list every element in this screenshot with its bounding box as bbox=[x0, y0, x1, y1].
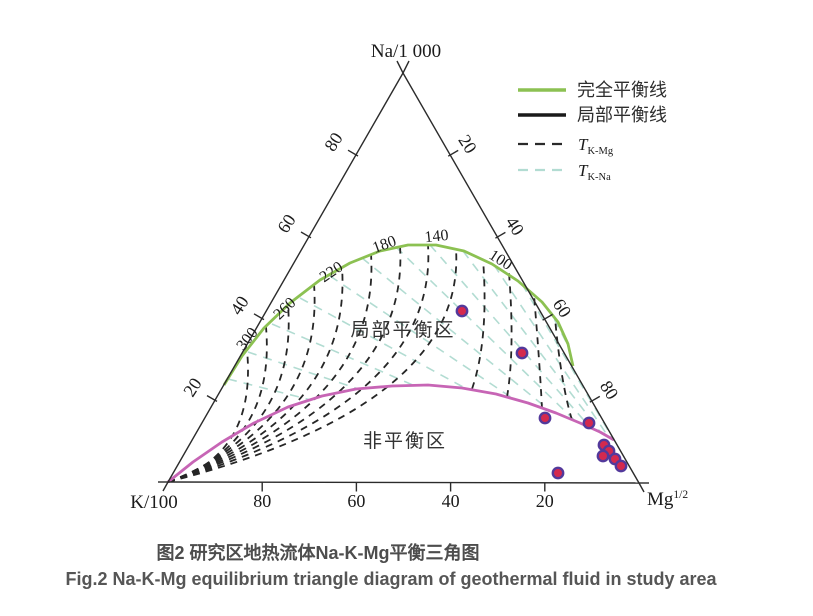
tkmg-line bbox=[167, 266, 344, 483]
legend-label-partial-equilibrium: 局部平衡线 bbox=[577, 105, 667, 125]
region-label-non-equilibrium: 非平衡区 bbox=[363, 430, 447, 452]
vertex-label-mg: Mg1/2 bbox=[647, 489, 688, 510]
tkmg-line bbox=[554, 317, 573, 421]
tick-label: 20 bbox=[179, 374, 206, 400]
isotherm-label: 100 bbox=[486, 247, 515, 274]
triangle-edges bbox=[158, 60, 649, 493]
apex-extension bbox=[396, 60, 404, 74]
sample-point bbox=[582, 416, 596, 430]
sample-point bbox=[614, 459, 628, 473]
tick bbox=[347, 149, 359, 157]
sample-point bbox=[538, 411, 552, 425]
edge-bottom bbox=[167, 481, 640, 484]
edge-right bbox=[402, 72, 640, 484]
tkna-line bbox=[361, 257, 614, 482]
region-label-partial-equilibrium: 局部平衡区 bbox=[350, 319, 455, 341]
sample-points bbox=[455, 304, 628, 480]
tick-label: 20 bbox=[454, 131, 481, 157]
tick bbox=[447, 149, 459, 157]
tick-label: 80 bbox=[253, 491, 271, 511]
isotherm-label: 140 bbox=[424, 227, 450, 246]
vertex-label-na: Na/1 000 bbox=[371, 41, 441, 62]
tick bbox=[589, 395, 601, 403]
tick bbox=[206, 394, 218, 403]
legend-label-tkmg: TK-Mg bbox=[578, 135, 614, 157]
tkmg-line bbox=[471, 258, 486, 390]
tkna-line bbox=[247, 351, 614, 482]
tick-label: 60 bbox=[273, 211, 300, 237]
tkmg-isotherm-lines bbox=[167, 244, 573, 483]
tkna-line bbox=[521, 283, 614, 482]
tick-label: 40 bbox=[442, 491, 460, 511]
full-equilibrium-curve bbox=[222, 243, 575, 386]
sample-point bbox=[455, 304, 469, 318]
corner-extension bbox=[162, 481, 169, 492]
sample-point bbox=[596, 449, 610, 463]
tkmg-line bbox=[167, 253, 373, 483]
tkna-line bbox=[395, 246, 614, 482]
figure-caption-chinese: 图2 研究区地热流体Na-K-Mg平衡三角图 bbox=[156, 543, 480, 563]
tick bbox=[495, 231, 506, 239]
legend-label-full-equilibrium: 完全平衡线 bbox=[577, 80, 667, 100]
tick-label: 60 bbox=[347, 491, 365, 511]
tick-label: 20 bbox=[536, 491, 554, 511]
sample-point bbox=[551, 466, 565, 480]
tick bbox=[300, 231, 312, 239]
tick-label: 80 bbox=[320, 129, 347, 155]
tkmg-line bbox=[167, 244, 430, 483]
tkmg-line bbox=[506, 272, 513, 398]
tkna-line bbox=[271, 323, 614, 482]
isotherm-label: 300 bbox=[233, 325, 261, 354]
partial-equilibrium-curve bbox=[167, 383, 615, 484]
figure-caption-english: Fig.2 Na-K-Mg equilibrium triangle diagr… bbox=[65, 569, 717, 589]
legend: 完全平衡线 局部平衡线 TK-Mg TK-Na bbox=[518, 80, 667, 183]
isotherm-label: 180 bbox=[370, 233, 398, 257]
tkmg-line bbox=[167, 283, 316, 483]
tick bbox=[253, 313, 265, 321]
tick bbox=[542, 313, 553, 321]
tkna-line bbox=[493, 264, 614, 482]
tick-label: 40 bbox=[226, 292, 253, 318]
sample-point bbox=[515, 346, 529, 360]
apex-extension bbox=[402, 60, 410, 74]
legend-label-tkna: TK-Na bbox=[578, 161, 611, 183]
corner-extension bbox=[638, 482, 645, 493]
vertex-label-k: K/100 bbox=[130, 492, 178, 513]
equilibrium-curves bbox=[167, 243, 615, 484]
tkmg-line bbox=[167, 245, 402, 483]
edge-left bbox=[167, 72, 404, 483]
tkmg-line bbox=[167, 304, 290, 483]
axis-ticks bbox=[206, 149, 601, 492]
isotherm-label: 220 bbox=[317, 259, 346, 287]
tick-label: 40 bbox=[502, 213, 529, 239]
tick-label: 80 bbox=[596, 377, 623, 403]
